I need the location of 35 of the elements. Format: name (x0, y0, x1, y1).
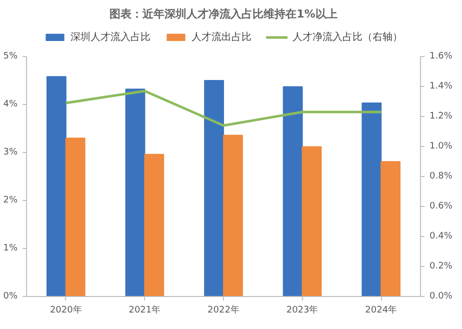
x-tick-label: 2021年 (128, 304, 161, 316)
bar (302, 146, 322, 296)
x-tick-label: 2020年 (50, 304, 82, 316)
y2-tick-label: 0.6% (430, 202, 453, 212)
x-tick-label: 2022年 (208, 304, 240, 316)
bar (380, 161, 401, 296)
y-tick-label: 0% (3, 292, 18, 302)
bar (144, 154, 164, 296)
y2-tick-label: 1.6% (430, 52, 453, 62)
y-tick-label: 3% (3, 148, 18, 158)
bar (65, 138, 86, 296)
legend-label: 人才净流入占比（右轴） (292, 30, 402, 44)
legend-label: 深圳人才流入占比 (70, 30, 150, 44)
y2-tick-label: 0.4% (430, 232, 453, 242)
bar (223, 134, 243, 296)
legend-label: 人才流出占比 (192, 30, 252, 44)
y-tick-label: 4% (3, 100, 18, 110)
bar (46, 76, 66, 296)
y2-tick-label: 0.8% (430, 172, 453, 182)
x-tick-label: 2024年 (365, 304, 398, 316)
y2-tick-label: 0.2% (430, 262, 453, 272)
y2-tick-label: 0.0% (430, 292, 453, 302)
y2-tick-label: 1.0% (430, 142, 453, 152)
y-tick-label: 2% (3, 196, 18, 206)
bar (282, 86, 303, 296)
line-series (64, 90, 382, 127)
bar (204, 80, 224, 296)
chart-title: 图表：近年深圳人才净流入占比维持在1%以上 (110, 8, 338, 20)
bar (362, 102, 382, 296)
y2-tick-label: 1.4% (430, 82, 453, 92)
x-tick-label: 2023年 (286, 304, 318, 316)
y2-tick-label: 1.2% (430, 112, 453, 122)
bar (125, 88, 146, 296)
y-tick-label: 1% (3, 244, 18, 254)
y-tick-label: 5% (3, 52, 18, 62)
